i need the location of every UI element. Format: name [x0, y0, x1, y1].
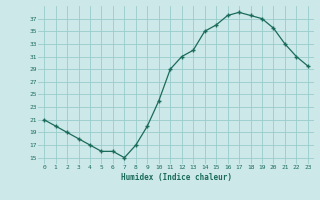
X-axis label: Humidex (Indice chaleur): Humidex (Indice chaleur) — [121, 173, 231, 182]
